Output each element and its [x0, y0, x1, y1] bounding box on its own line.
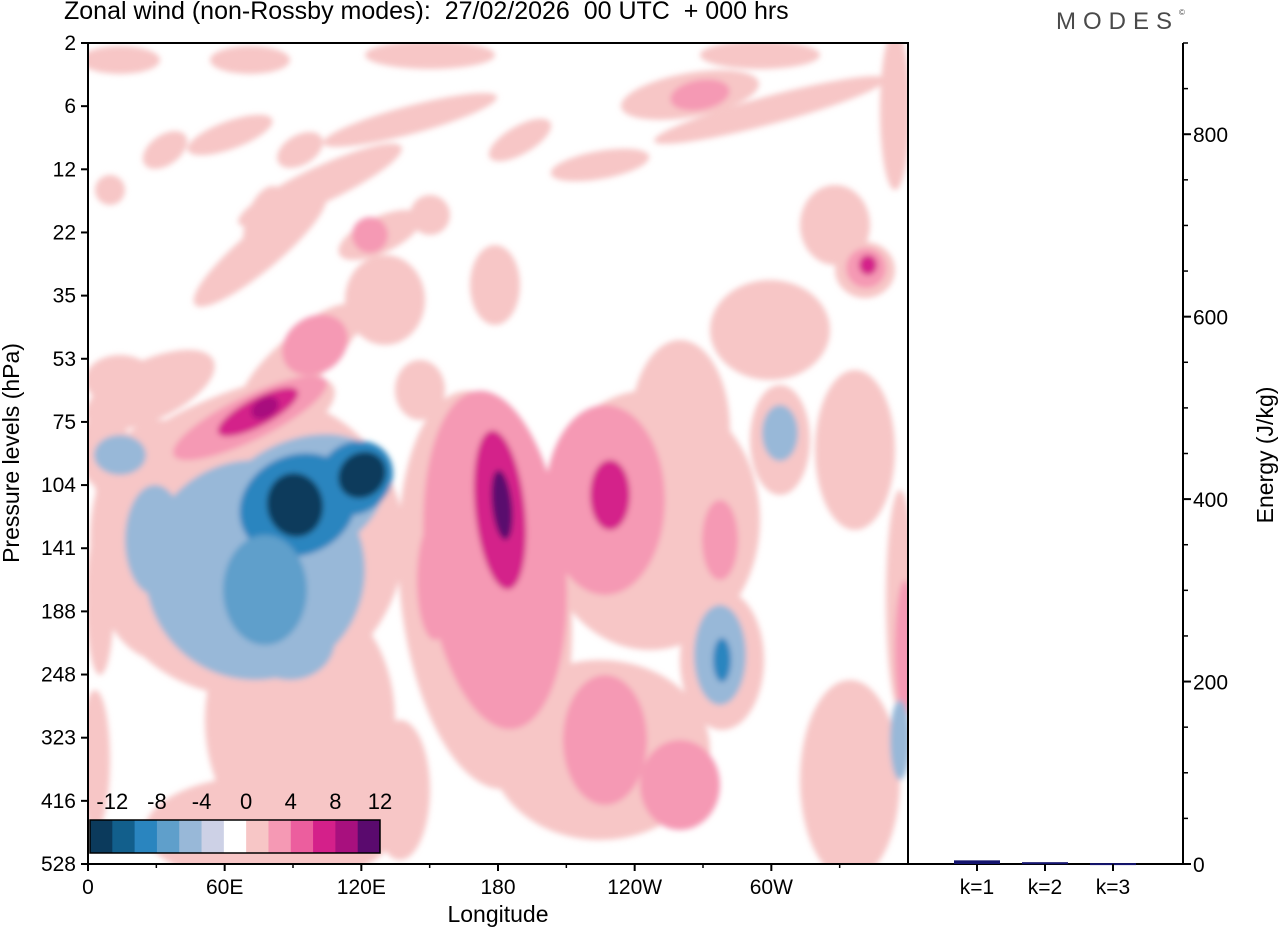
colorbar-swatch — [179, 820, 203, 853]
x-axis-label: Longitude — [447, 901, 548, 927]
y-tick-label: 323 — [41, 727, 76, 750]
y-tick-label: 6 — [64, 95, 76, 118]
y-tick-label: 53 — [53, 348, 76, 371]
x-tick-label: 60E — [206, 876, 243, 899]
y-tick-label: 35 — [53, 285, 76, 308]
x-tick-label: 120E — [337, 876, 386, 899]
colorbar-swatch — [357, 820, 381, 853]
energy-panel: 0 200 400 600 800 Energy (J/kg) k=1 k=2 k=3 — [908, 42, 1278, 899]
colorbar-label: 12 — [368, 789, 392, 814]
energy-y-tick-label: 0 — [1193, 854, 1205, 877]
y-tick-label: 528 — [41, 853, 76, 876]
energy-x-tick-label: k=1 — [960, 876, 994, 899]
colorbar-swatch — [290, 820, 314, 853]
colorbar-swatch — [112, 820, 136, 853]
y-tick-label: 22 — [53, 221, 76, 244]
heatmap-axes: 0 60E 120E 180 120W 60W 2 6 12 22 35 53 75 104 141 188 2… — [0, 32, 909, 927]
colorbar-swatch — [268, 820, 292, 853]
colorbar-label: -12 — [96, 789, 128, 814]
colorbar-swatch — [246, 820, 269, 853]
energy-y-tick-label: 600 — [1193, 307, 1228, 330]
colorbar-swatch — [335, 820, 359, 853]
y-tick-label: 104 — [41, 474, 76, 497]
y-tick-label: 248 — [41, 664, 76, 687]
x-tick-label: 120W — [607, 876, 662, 899]
colorbar-label: 0 — [240, 789, 252, 814]
y-tick-label: 2 — [64, 32, 76, 55]
colorbar-label: -4 — [192, 789, 212, 814]
colorbar-swatch — [223, 820, 247, 853]
energy-y-axis-label: Energy (J/kg) — [1252, 387, 1278, 524]
y-tick-label: 188 — [41, 600, 76, 623]
colorbar-swatch — [90, 820, 113, 853]
x-tick-label: 180 — [480, 876, 515, 899]
colorbar: -12 -8 -4 0 4 8 12 — [89, 789, 392, 854]
energy-x-tick-label: k=2 — [1028, 876, 1062, 899]
colorbar-label: 8 — [329, 789, 341, 814]
chart-title: Zonal wind (non-Rossby modes): 27/02/202… — [64, 0, 789, 25]
colorbar-label: -8 — [147, 789, 167, 814]
logo-mark: © — [1179, 8, 1185, 17]
y-tick-label: 75 — [53, 411, 76, 434]
y-axis-label: Pressure levels (hPa) — [0, 343, 24, 563]
energy-y-tick-label: 800 — [1193, 124, 1228, 147]
energy-x-tick-label: k=3 — [1096, 876, 1130, 899]
energy-y-tick-label: 400 — [1193, 489, 1228, 512]
x-tick-label: 60W — [750, 876, 793, 899]
energy-bar — [1022, 862, 1068, 865]
logo-text: MODES — [1056, 8, 1180, 35]
colorbar-label: 4 — [285, 789, 297, 814]
y-tick-label: 416 — [41, 790, 76, 813]
energy-bar — [954, 860, 1000, 864]
modes-logo: MODES© — [1056, 8, 1185, 36]
x-tick-label: 0 — [82, 876, 94, 899]
colorbar-frame — [89, 819, 381, 854]
colorbar-swatch — [134, 820, 158, 853]
colorbar-swatch — [156, 820, 180, 853]
colorbar-swatch — [201, 820, 225, 853]
y-tick-label: 12 — [53, 158, 76, 181]
colorbar-swatch — [313, 820, 336, 853]
y-tick-label: 141 — [41, 537, 76, 560]
energy-y-tick-label: 200 — [1193, 672, 1228, 695]
